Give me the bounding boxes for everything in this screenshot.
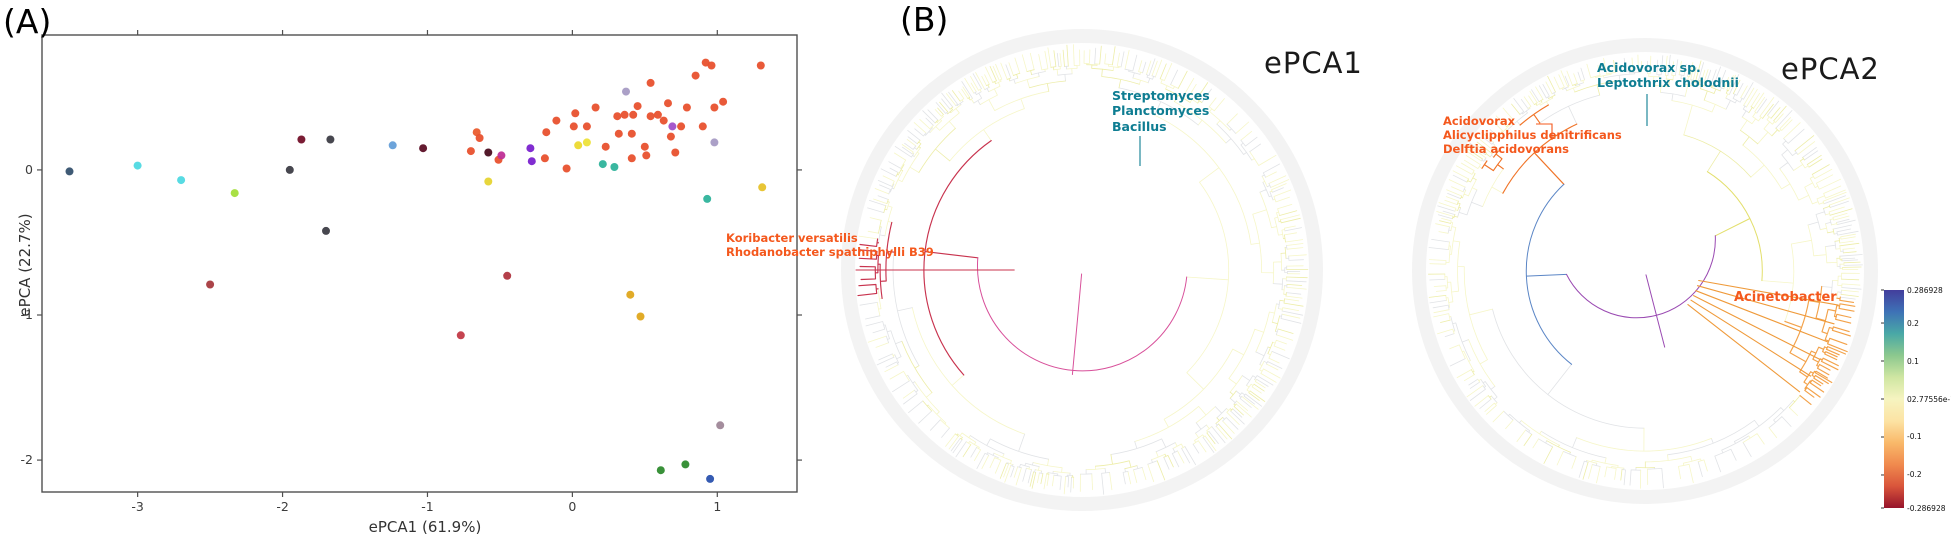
phylo-tree-epca2: [1412, 38, 1878, 504]
tree-branches: [1429, 54, 1861, 489]
scatter-point: [322, 226, 330, 235]
scatter-point: [710, 103, 719, 112]
colorbar-gradient: [1884, 290, 1904, 508]
scatter-point: [756, 61, 765, 70]
scatter-point: [610, 163, 619, 171]
clade-label-connector: [1536, 123, 1553, 140]
scatter-point: [297, 135, 306, 144]
tree-branches: [878, 44, 1309, 489]
scatter-point: [646, 112, 655, 121]
scatter-point: [671, 148, 680, 157]
scatter-point: [681, 460, 690, 469]
tree-branches: [857, 140, 992, 376]
scatter-point: [562, 164, 571, 173]
scatter-point: [206, 280, 215, 289]
scatter-point: [527, 157, 536, 166]
scatter-point: [285, 165, 294, 174]
scatter-point: [646, 78, 655, 87]
scatter-point: [677, 122, 686, 131]
scatter-point: [719, 97, 728, 106]
scatter-point: [475, 134, 484, 142]
scatter-point: [659, 116, 668, 125]
scatter-point: [526, 144, 535, 153]
scatter-point: [627, 154, 636, 163]
tree-branches: [1525, 183, 1573, 365]
scatter-point: [177, 176, 186, 185]
scatter-point: [622, 87, 630, 96]
scatter-point: [388, 141, 397, 150]
scatter-point: [601, 142, 610, 151]
tree-branches: [1566, 235, 1716, 348]
scatter-point: [758, 183, 767, 192]
tree-branches: [1428, 54, 1863, 489]
scatter-point: [716, 421, 725, 430]
scatter-point: [571, 109, 580, 118]
scatter-point: [456, 331, 465, 340]
scatter-point: [484, 177, 493, 186]
tree-outer-halo: [1412, 38, 1878, 504]
scatter-point: [613, 112, 622, 121]
scatter-point: [540, 154, 549, 163]
phylo-tree-epca1: [841, 29, 1323, 511]
scatter-point: [698, 122, 707, 131]
scatter-point: [598, 160, 607, 169]
scatter-point: [230, 189, 239, 198]
tree-outer-halo: [841, 29, 1323, 511]
scatter-point: [574, 141, 583, 150]
tree-branches: [858, 44, 1307, 495]
scatter-point: [65, 167, 74, 176]
scatter-point: [682, 103, 691, 112]
scatter-point: [653, 110, 662, 119]
tree-branches: [1706, 171, 1763, 282]
scatter-point: [326, 135, 335, 144]
scatter-point: [706, 474, 715, 483]
tree-branches: [1428, 60, 1862, 481]
scatter-point: [627, 129, 636, 138]
scatter-point: [642, 151, 651, 160]
scatter-point: [668, 122, 677, 131]
scatter-point: [629, 110, 638, 119]
scatter-point: [542, 128, 551, 137]
tree-branches: [1481, 104, 1578, 194]
scatter-point: [133, 161, 142, 170]
plot-border: [41, 34, 798, 493]
scatter-point: [620, 110, 629, 119]
tree-branches: [859, 47, 1307, 495]
scatter-point: [626, 290, 635, 299]
scatter-point: [552, 116, 561, 125]
scatter-point: [666, 132, 675, 141]
scatter-point: [569, 122, 578, 131]
scatter-point: [419, 144, 428, 153]
scatter-point: [484, 148, 493, 157]
scatter-point: [503, 271, 512, 280]
scatter-point: [591, 103, 600, 112]
scatter-point: [636, 312, 645, 321]
scatter-point: [664, 99, 672, 108]
scatter-point: [703, 194, 712, 203]
scatter-point: [707, 61, 716, 70]
scatter-point: [656, 466, 665, 475]
scatter-point: [582, 122, 591, 131]
colorbar: [1881, 289, 1904, 509]
scatter-point: [691, 71, 700, 80]
tree-branches: [976, 257, 1188, 375]
tree-branches: [1784, 285, 1856, 405]
scatter-point: [710, 138, 719, 147]
scatter-point: [640, 142, 649, 151]
scatter-point: [497, 151, 506, 160]
tree-branches: [1687, 279, 1839, 393]
scatter-point: [582, 138, 591, 147]
scatter-point: [633, 102, 642, 111]
scatter-point: [614, 129, 623, 138]
scatter-point: [466, 147, 475, 156]
scatter-plot-panel-a: [37, 30, 802, 497]
